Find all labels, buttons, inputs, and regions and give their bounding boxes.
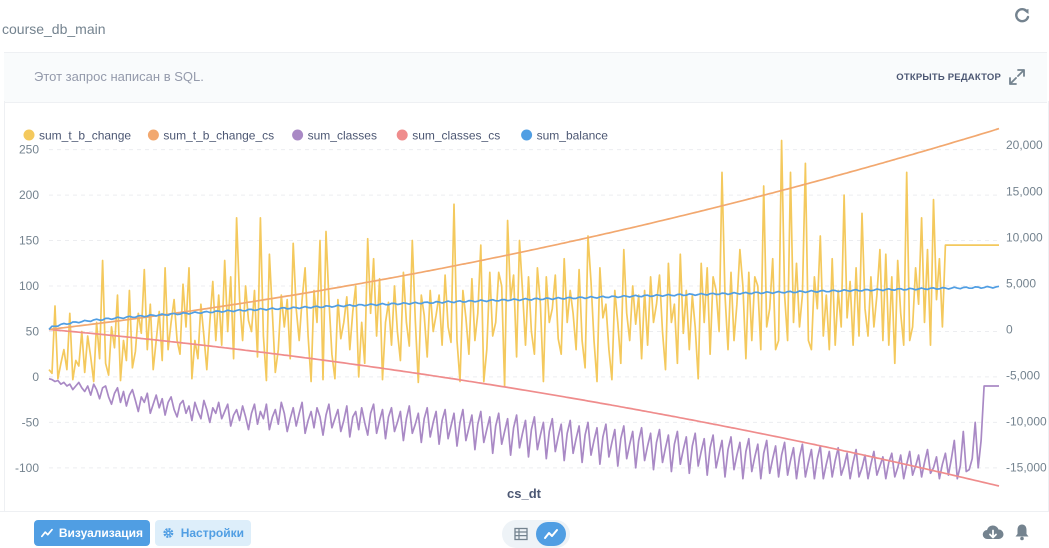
database-title: course_db_main bbox=[2, 21, 106, 37]
left-tick-label: 150 bbox=[19, 234, 39, 248]
legend-dot bbox=[521, 129, 533, 141]
left-tick-label: 50 bbox=[26, 324, 40, 338]
legend-dot bbox=[147, 129, 159, 141]
legend-dot bbox=[292, 129, 304, 141]
right-tick-label: 15,000 bbox=[1006, 184, 1043, 198]
legend-dot bbox=[396, 129, 408, 141]
right-tick-label: 5,000 bbox=[1006, 276, 1036, 290]
table-icon bbox=[514, 527, 528, 541]
expand-icon[interactable] bbox=[1007, 67, 1027, 87]
legend-label: sum_balance bbox=[537, 129, 609, 143]
visualization-button[interactable]: Визуализация bbox=[34, 520, 150, 546]
open-editor-link[interactable]: ОТКРЫТЬ РЕДАКТОР bbox=[896, 72, 1001, 83]
left-tick-label: -50 bbox=[22, 415, 40, 429]
x-axis-label: cs_dt bbox=[507, 486, 542, 501]
legend-label: sum_t_b_change_cs bbox=[163, 129, 274, 143]
table-view-button[interactable] bbox=[508, 524, 534, 544]
right-tick-label: 0 bbox=[1006, 322, 1013, 336]
legend-dot bbox=[23, 129, 35, 141]
legend-label: sum_classes_cs bbox=[412, 129, 500, 143]
series-line-sum-t-b-change-cs bbox=[48, 127, 1000, 331]
top-bar: course_db_main bbox=[0, 0, 1049, 52]
series-line-sum-classes-cs bbox=[48, 328, 1000, 487]
series-line-sum-classes bbox=[48, 377, 999, 480]
left-tick-label: 250 bbox=[19, 143, 39, 157]
legend-label: sum_classes bbox=[308, 129, 377, 143]
left-tick-label: -100 bbox=[15, 461, 39, 475]
visualization-label: Визуализация bbox=[58, 526, 143, 540]
right-tick-label: -5,000 bbox=[1006, 368, 1040, 382]
chart-area: -100 -50 0 50 100 150 200 250 -15,000 -10,000 -5,0… bbox=[4, 101, 1049, 511]
legend-label: sum_t_b_change bbox=[39, 129, 131, 143]
download-icon[interactable] bbox=[982, 524, 1004, 542]
chart-line-icon bbox=[544, 529, 558, 539]
view-toggle bbox=[502, 520, 570, 548]
refresh-icon[interactable] bbox=[1011, 5, 1033, 27]
footer-bar: Визуализация Настройки bbox=[0, 511, 1049, 548]
right-tick-label: -15,000 bbox=[1006, 461, 1047, 475]
bell-icon[interactable] bbox=[1014, 523, 1030, 541]
right-tick-label: 10,000 bbox=[1006, 230, 1043, 244]
sql-note-panel: Этот запрос написан в SQL. ОТКРЫТЬ РЕДАК… bbox=[4, 52, 1047, 103]
settings-button[interactable]: Настройки bbox=[155, 520, 251, 546]
line-chart: -100 -50 0 50 100 150 200 250 -15,000 -10,000 -5,0… bbox=[15, 127, 1047, 501]
sql-note-text: Этот запрос написан в SQL. bbox=[34, 69, 204, 84]
chart-view-button[interactable] bbox=[536, 522, 566, 546]
right-tick-label: 20,000 bbox=[1006, 138, 1043, 152]
right-tick-label: -10,000 bbox=[1006, 415, 1047, 429]
series-line-sum-t-b-change bbox=[48, 139, 999, 387]
left-tick-label: 0 bbox=[32, 370, 39, 384]
left-tick-label: 100 bbox=[19, 279, 39, 293]
gear-icon bbox=[163, 528, 174, 538]
settings-label: Настройки bbox=[180, 526, 244, 540]
left-tick-label: 200 bbox=[19, 188, 39, 202]
series-line-sum-balance bbox=[48, 285, 1000, 330]
chart-line-icon bbox=[41, 528, 53, 538]
